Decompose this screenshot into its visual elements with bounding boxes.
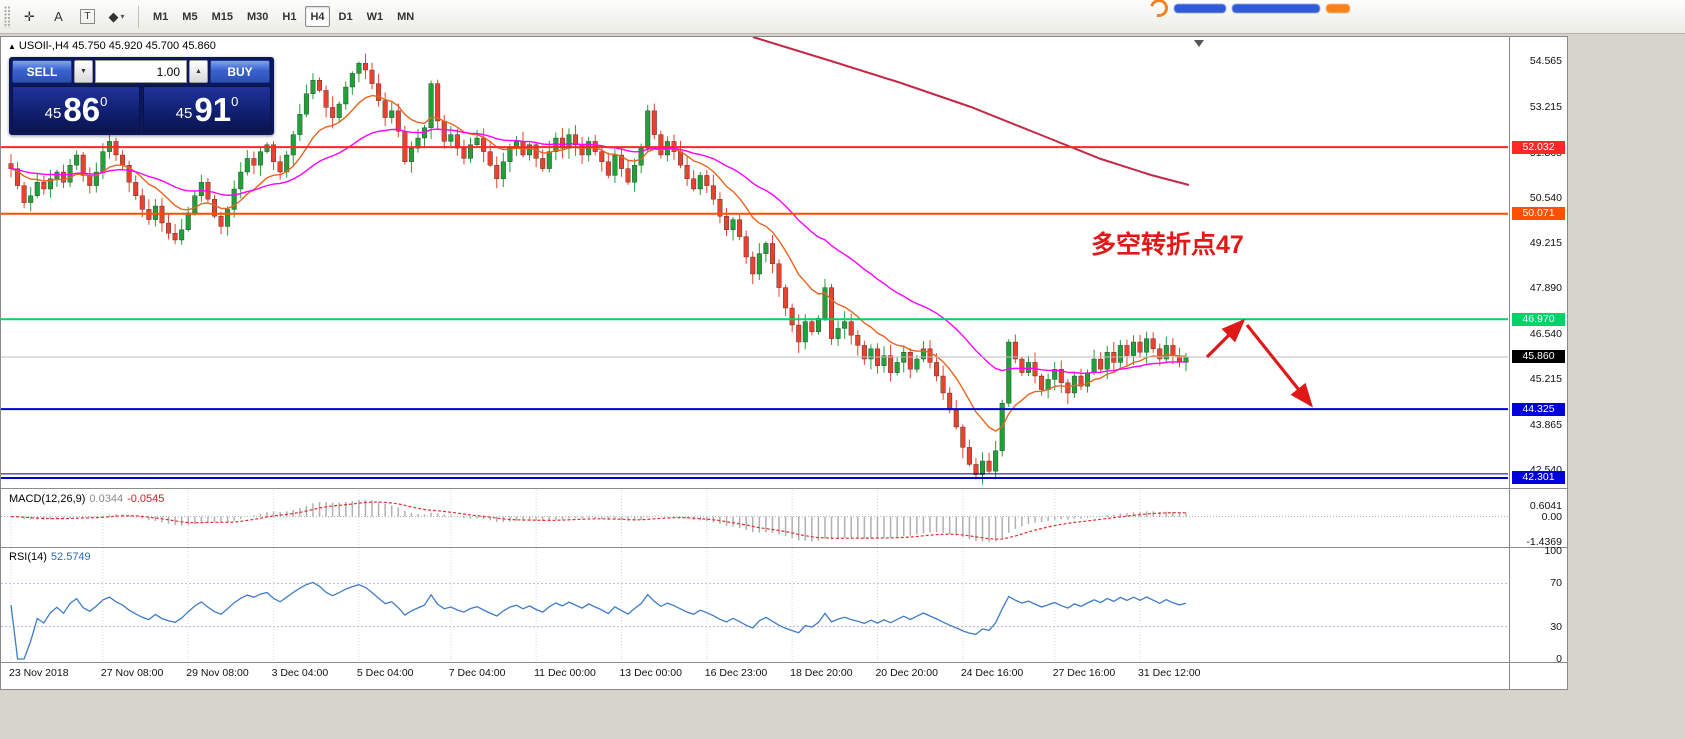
- time-axis-label: 24 Dec 16:00: [960, 667, 1024, 679]
- buy-button[interactable]: BUY: [210, 60, 270, 83]
- time-axis-label: 5 Dec 04:00: [356, 667, 414, 679]
- time-axis-label: 16 Dec 23:00: [704, 667, 768, 679]
- price-tick-label: 54.565: [1529, 55, 1562, 67]
- timeframe-W1[interactable]: W1: [362, 6, 389, 27]
- time-axis-label: 23 Nov 2018: [9, 667, 69, 679]
- timeframe-M1[interactable]: M1: [148, 6, 173, 27]
- level-price-label: 52.032: [1512, 140, 1565, 154]
- macd-signal-value: -0.0545: [127, 493, 165, 505]
- time-axis-label: 13 Dec 00:00: [619, 667, 682, 679]
- time-axis-label: 29 Nov 08:00: [186, 667, 249, 679]
- time-axis-label: 3 Dec 04:00: [271, 667, 329, 679]
- macd-value: 0.0344: [89, 493, 124, 505]
- time-axis-label: 27 Dec 16:00: [1052, 667, 1116, 679]
- ma-fast-line: [10, 94, 1187, 432]
- level-price-label: 42.301: [1512, 471, 1565, 485]
- broker-logo-swirl-icon: [1146, 0, 1172, 21]
- macd-tick-label: 0.6041: [1529, 499, 1562, 512]
- annotation-arrow: [1245, 324, 1313, 408]
- volume-increase-button[interactable]: ▲: [189, 60, 208, 83]
- time-axis-label: 11 Dec 00:00: [534, 667, 596, 679]
- crosshair-icon[interactable]: ✛: [24, 9, 35, 24]
- annotation-text: 多空转折点47: [1091, 230, 1244, 259]
- volume-decrease-button[interactable]: ▼: [74, 60, 93, 83]
- sell-button[interactable]: SELL: [12, 60, 72, 83]
- time-axis[interactable]: 23 Nov 2018 27 Nov 08:00 29 Nov 08:00 3 Dec…: [1, 663, 1509, 689]
- text-box-icon[interactable]: T: [74, 4, 101, 30]
- timeframe-H1[interactable]: H1: [277, 6, 301, 27]
- level-price-label: 50.071: [1512, 207, 1565, 221]
- rsi-tick-label: 70: [1550, 577, 1562, 590]
- level-price-label: 45.860: [1512, 350, 1565, 364]
- annotation-arrow: [1205, 318, 1246, 359]
- rsi-tick-label: 100: [1544, 545, 1562, 557]
- rsi-value: 52.5749: [50, 551, 91, 563]
- macd-tick-label: -1.4369: [1526, 536, 1562, 549]
- rsi-line: [10, 581, 1187, 660]
- chart-window: 多空转折点47 ▲ USOIl-,H4 45.750 45.920 45.700 …: [0, 36, 1568, 690]
- price-tick-label: 50.540: [1529, 191, 1562, 204]
- timeframe-M15[interactable]: M15: [207, 6, 238, 27]
- timeframe-M30[interactable]: M30: [242, 6, 273, 27]
- price-tick-label: 45.215: [1529, 372, 1562, 385]
- volume-input[interactable]: [95, 60, 187, 83]
- macd-signal-line: [10, 501, 1187, 540]
- ma-slow-line: [10, 128, 1187, 375]
- text-label-icon[interactable]: A: [54, 9, 63, 24]
- price-tick-label: 43.865: [1529, 418, 1562, 431]
- broker-logo: [1146, 0, 1350, 21]
- collapse-triangle-icon[interactable]: ▲: [8, 42, 16, 51]
- macd-indicator-label: MACD(12,26,9) 0.0344 -0.0545: [9, 493, 165, 505]
- symbol-ohlc-text: USOIl-,H4 45.750 45.920 45.700 45.860: [18, 40, 216, 52]
- price-tick-label: 46.540: [1529, 327, 1562, 340]
- rsi-tick-label: 30: [1550, 620, 1562, 633]
- chart-shift-marker: [1194, 40, 1204, 47]
- price-axis[interactable]: 54.56553.21551.86550.54049.21547.89046.5…: [1509, 37, 1568, 689]
- toolbar-grip[interactable]: [4, 5, 10, 28]
- sell-price-display[interactable]: 45 86 0: [12, 86, 140, 132]
- shapes-icon[interactable]: ◆ ▾: [108, 9, 125, 24]
- macd-histogram: [16, 499, 1187, 543]
- timeframe-MN[interactable]: MN: [392, 6, 419, 27]
- time-axis-label: 27 Nov 08:00: [100, 667, 164, 679]
- rsi-tick-label: 0: [1556, 653, 1562, 665]
- one-click-trading-panel: SELL ▼ ▲ BUY 45 86 0 45 91 0: [9, 57, 274, 135]
- time-axis-label: 31 Dec 12:00: [1138, 667, 1201, 679]
- time-axis-label: 20 Dec 20:00: [875, 667, 938, 679]
- buy-price-display[interactable]: 45 91 0: [143, 86, 271, 132]
- price-chart-canvas[interactable]: 多空转折点47: [1, 37, 1567, 689]
- price-tick-label: 47.890: [1529, 281, 1562, 294]
- rsi-indicator-label: RSI(14) 52.5749: [9, 551, 91, 563]
- timeframe-M5[interactable]: M5: [177, 6, 202, 27]
- macd-tick-label: 0.00: [1541, 510, 1562, 523]
- chart-title: ▲ USOIl-,H4 45.750 45.920 45.700 45.860: [8, 40, 216, 52]
- time-axis-label: 18 Dec 20:00: [790, 667, 853, 679]
- top-toolbar: ✛ A T ◆ ▾ M1 M5 M15 M30 H1 H4 D1 W1 MN: [0, 0, 1685, 34]
- price-tick-label: 49.215: [1529, 236, 1562, 249]
- long-term-ma-line: [752, 37, 1190, 186]
- level-price-label: 46.970: [1512, 312, 1565, 326]
- timeframe-D1[interactable]: D1: [334, 6, 358, 27]
- price-tick-label: 53.215: [1529, 100, 1562, 113]
- timeframe-H4[interactable]: H4: [305, 6, 330, 27]
- time-axis-label: 7 Dec 04:00: [448, 667, 506, 679]
- toolbar-separator: [138, 5, 139, 28]
- level-price-label: 44.325: [1512, 402, 1565, 416]
